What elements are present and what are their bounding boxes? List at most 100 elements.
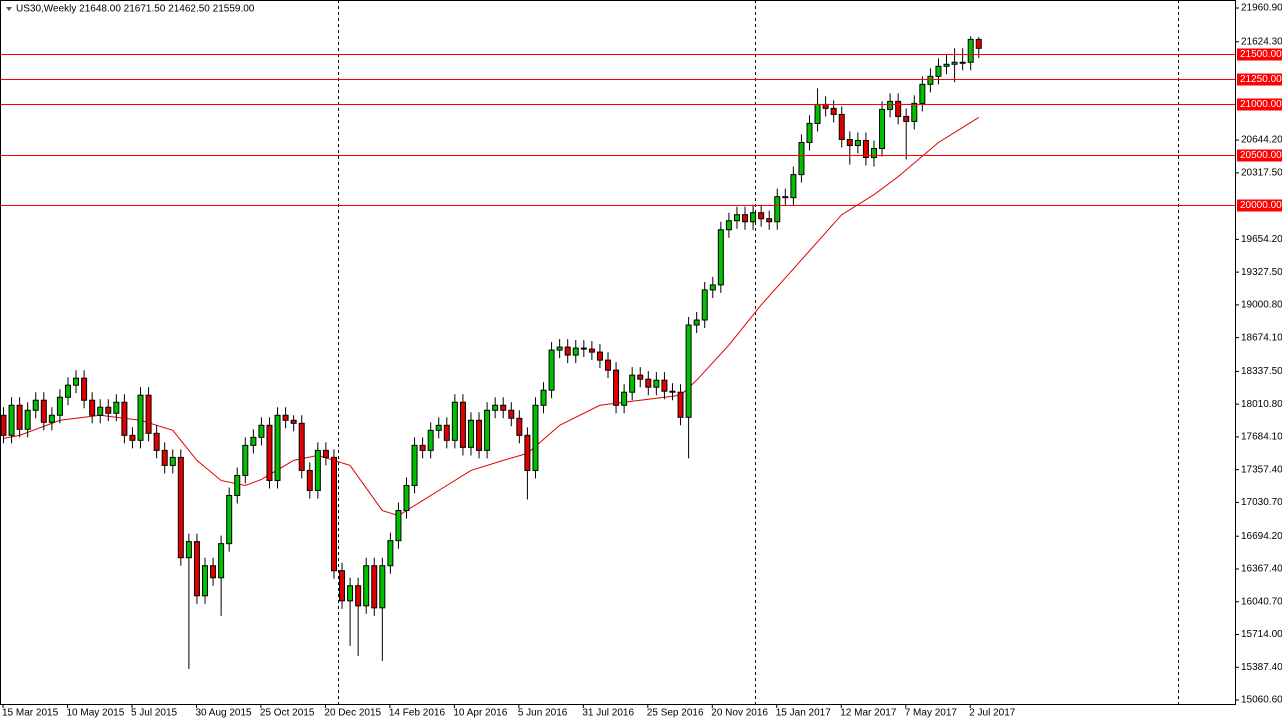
candle-body — [129, 434, 136, 441]
y-tick-label: 15387.40 — [1241, 662, 1282, 673]
candle-body — [782, 196, 789, 199]
candle-body — [435, 424, 442, 431]
candle-body — [169, 456, 176, 466]
y-tick-label: 16367.40 — [1241, 564, 1282, 575]
candle-body — [629, 374, 636, 393]
x-tick-label: 5 Jul 2015 — [131, 708, 178, 719]
candle-body — [709, 284, 716, 291]
candle-body — [750, 212, 757, 223]
y-tick-label: 20644.20 — [1241, 135, 1282, 146]
level-tag — [1237, 98, 1282, 111]
x-tick-label: 12 Mar 2017 — [840, 708, 897, 719]
candle-body — [427, 429, 434, 451]
candle-body — [443, 424, 450, 441]
y-tick-label: 17684.10 — [1241, 432, 1282, 443]
candle-body — [258, 424, 265, 438]
x-tick-label: 15 Jan 2017 — [776, 708, 831, 719]
level-tag — [1237, 48, 1282, 61]
candle-body — [975, 38, 982, 49]
candle-body — [685, 324, 692, 418]
candle-body — [322, 449, 329, 458]
candle-body — [758, 212, 765, 220]
candle-body — [693, 319, 700, 326]
candle-body — [419, 444, 426, 451]
candle-body — [314, 449, 321, 491]
y-tick-label: 18674.10 — [1241, 332, 1282, 343]
candle-body — [379, 565, 386, 609]
x-tick-label: 5 Jun 2016 — [518, 708, 568, 719]
y-tick-label: 17357.40 — [1241, 464, 1282, 475]
plot-frame — [0, 0, 1236, 705]
candle-body — [717, 229, 724, 286]
candle-body — [725, 220, 732, 231]
candle-body — [48, 414, 55, 423]
symbol-icon — [6, 7, 12, 11]
candle-body — [492, 404, 499, 411]
candle-body — [677, 391, 684, 418]
candle-body — [387, 540, 394, 567]
candle-body — [508, 409, 515, 419]
candle-body — [701, 289, 708, 321]
candle-body — [73, 377, 80, 386]
candle-body — [371, 565, 378, 609]
y-tick-label: 20317.50 — [1241, 167, 1282, 178]
candle-body — [242, 444, 249, 476]
candle-body — [661, 379, 668, 392]
candle-body — [467, 419, 474, 448]
candle-body — [613, 369, 620, 406]
candle-body — [556, 346, 563, 351]
x-tick-label: 10 Apr 2016 — [453, 708, 507, 719]
candle-body — [588, 348, 595, 353]
candle-body — [8, 404, 15, 436]
candle-body — [145, 394, 152, 434]
candle-body — [234, 474, 241, 497]
candle-body — [306, 469, 313, 491]
level-label: 21250.00 — [1240, 74, 1282, 85]
candle-body — [854, 139, 861, 147]
level-tag — [1237, 149, 1282, 162]
y-tick-label: 15714.00 — [1241, 629, 1282, 640]
candle-body — [911, 102, 918, 122]
candle-body — [218, 543, 225, 579]
candle-body — [943, 63, 950, 67]
candle-body — [210, 565, 217, 579]
level-label: 21000.00 — [1240, 99, 1282, 110]
x-tick-label: 2 Jul 2017 — [969, 708, 1016, 719]
level-label: 21500.00 — [1240, 49, 1282, 60]
candle-body — [806, 122, 813, 144]
candle-body — [564, 346, 571, 356]
level-tag — [1237, 73, 1282, 86]
y-tick-label: 16040.70 — [1241, 596, 1282, 607]
candle-body — [774, 196, 781, 223]
x-tick-label: 25 Oct 2015 — [260, 708, 315, 719]
candle-body — [798, 142, 805, 176]
candle-body — [653, 379, 660, 388]
candle-body — [637, 374, 644, 380]
y-tick-label: 21624.30 — [1241, 36, 1282, 47]
candle-body — [56, 396, 63, 416]
x-tick-label: 25 Sep 2016 — [647, 708, 704, 719]
x-tick-label: 14 Feb 2016 — [389, 708, 446, 719]
candle-body — [32, 399, 39, 411]
candle-body — [403, 484, 410, 512]
candle-body — [266, 424, 273, 481]
y-tick-label: 21960.90 — [1241, 3, 1282, 14]
candle-body — [363, 565, 370, 607]
candle-body — [105, 406, 112, 414]
candle-body — [16, 404, 23, 430]
y-tick-label: 15060.60 — [1241, 695, 1282, 706]
y-tick-label: 19654.20 — [1241, 234, 1282, 245]
candle-body — [153, 432, 160, 451]
x-tick-label: 15 Mar 2015 — [2, 708, 59, 719]
y-tick-label: 18010.80 — [1241, 399, 1282, 410]
candle-body — [935, 65, 942, 77]
candle-body — [540, 389, 547, 406]
candle-body — [81, 377, 88, 401]
candle-body — [40, 399, 47, 423]
candle-body — [532, 404, 539, 471]
candle-body — [395, 510, 402, 542]
candle-body — [967, 38, 974, 63]
plot — [0, 36, 1235, 670]
